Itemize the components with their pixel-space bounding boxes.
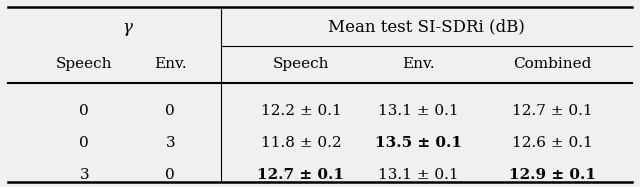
Text: 3: 3 [79,168,89,182]
Text: 13.1 ± 0.1: 13.1 ± 0.1 [378,104,459,118]
Text: Mean test SI-SDRi (dB): Mean test SI-SDRi (dB) [328,19,525,36]
Text: Env.: Env. [154,57,187,71]
Text: 12.7 ± 0.1: 12.7 ± 0.1 [257,168,344,182]
Text: 0: 0 [165,104,175,118]
Text: Speech: Speech [273,57,329,71]
Text: 0: 0 [165,168,175,182]
Text: 12.9 ± 0.1: 12.9 ± 0.1 [509,168,596,182]
Text: 11.8 ± 0.2: 11.8 ± 0.2 [260,136,341,150]
Text: 3: 3 [166,136,175,150]
Text: Combined: Combined [513,57,592,71]
Text: γ: γ [122,19,132,36]
Text: 13.1 ± 0.1: 13.1 ± 0.1 [378,168,459,182]
Text: 13.5 ± 0.1: 13.5 ± 0.1 [375,136,462,150]
Text: 12.6 ± 0.1: 12.6 ± 0.1 [512,136,593,150]
Text: Env.: Env. [403,57,435,71]
Text: 12.7 ± 0.1: 12.7 ± 0.1 [512,104,593,118]
Text: 0: 0 [79,104,89,118]
Text: 0: 0 [79,136,89,150]
Text: 12.2 ± 0.1: 12.2 ± 0.1 [260,104,341,118]
Text: Speech: Speech [56,57,113,71]
